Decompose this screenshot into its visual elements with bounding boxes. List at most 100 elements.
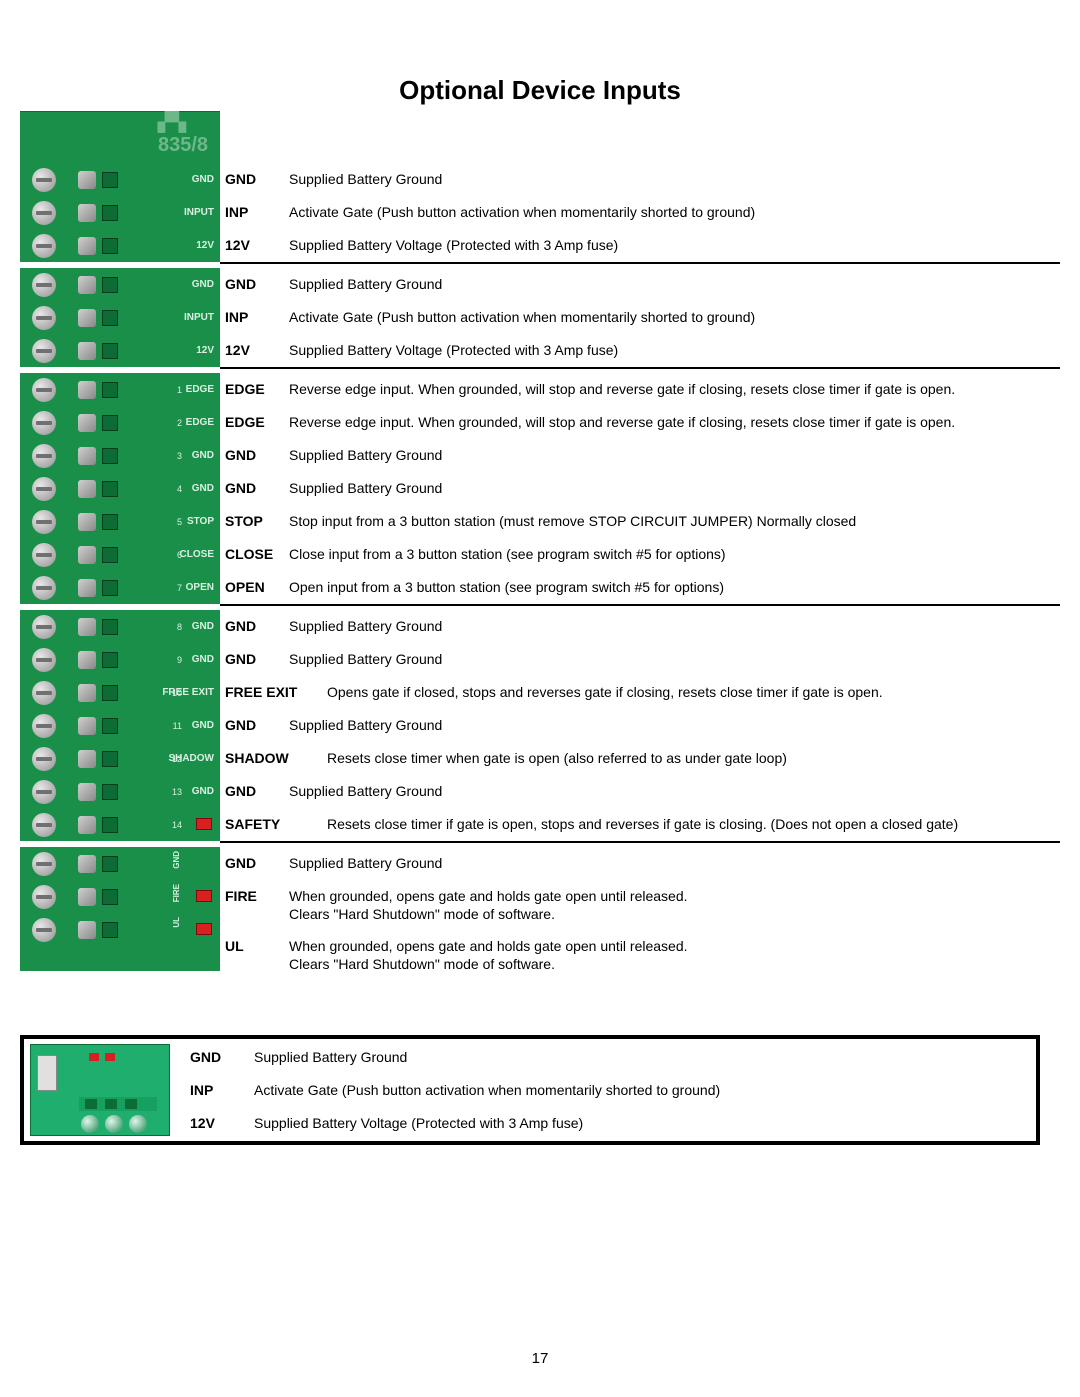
- description-row: GND Supplied Battery Ground: [225, 847, 1080, 880]
- red-jumper-icon: [196, 818, 212, 830]
- terminal-row: 3GND: [20, 439, 220, 472]
- description-row: INPActivate Gate (Push button activation…: [190, 1074, 1036, 1107]
- description-row: GNDSupplied Battery Ground: [225, 163, 1080, 196]
- pin-description: Activate Gate (Push button activation wh…: [289, 203, 755, 221]
- terminal-row: GND: [20, 847, 220, 880]
- screw-head-icon: [78, 237, 96, 255]
- screw-icon: [32, 615, 56, 639]
- pin-description: Activate Gate (Push button activation wh…: [254, 1081, 720, 1099]
- pin-label: EDGE: [225, 380, 275, 398]
- pcb-pin-label: GND: [192, 655, 214, 665]
- terminal-row: 2 EDGE: [20, 406, 220, 439]
- terminal-hole-icon: [102, 922, 118, 938]
- terminal-hole-icon: [102, 382, 118, 398]
- chip-icon: [37, 1055, 57, 1091]
- description-row: GND Supplied Battery Ground: [225, 472, 1080, 505]
- pin-description: Resets close timer if gate is open, stop…: [327, 815, 958, 833]
- pcb-pin-label: GND: [192, 622, 214, 632]
- pcb-pin-label: STOP: [187, 517, 214, 527]
- description-row: GNDSupplied Battery Ground: [190, 1041, 1036, 1074]
- description-row: 12VSupplied Battery Voltage (Protected w…: [225, 334, 1080, 367]
- screw-icon: [32, 576, 56, 600]
- description-row: FREE EXITOpens gate if closed, stops and…: [225, 676, 1080, 709]
- pin-description: Supplied Battery Ground: [254, 1048, 407, 1066]
- screw-icon: [32, 378, 56, 402]
- pin-description: Opens gate if closed, stops and reverses…: [327, 683, 883, 701]
- terminal-hole-icon: [102, 817, 118, 833]
- pin-description: Supplied Battery Ground: [289, 617, 442, 635]
- screw-head-icon: [78, 579, 96, 597]
- terminal-row: 7OPEN: [20, 571, 220, 604]
- screw-head-icon: [78, 888, 96, 906]
- terminal-hole-icon: [102, 547, 118, 563]
- terminal-hole-icon: [102, 343, 118, 359]
- pin-number: 11: [173, 721, 182, 731]
- screw-icon: [105, 1115, 123, 1133]
- pin-number: 1: [177, 385, 182, 395]
- red-jumper-icon: [89, 1053, 99, 1061]
- terminal-hole-icon: [102, 685, 118, 701]
- bottom-callout-box: GNDSupplied Battery GroundINPActivate Ga…: [20, 1035, 1040, 1145]
- pin-label: UL: [225, 937, 275, 955]
- screw-head-icon: [78, 480, 96, 498]
- screw-icon: [129, 1115, 147, 1133]
- screw-icon: [32, 306, 56, 330]
- terminal-row: 6CLOSE: [20, 538, 220, 571]
- pcb-pin-label: GND: [172, 851, 182, 869]
- terminal-row: 12SHADOW: [20, 742, 220, 775]
- pin-label: GND: [225, 854, 275, 872]
- terminal-row: 11GND: [20, 709, 220, 742]
- pcb-model-number: 835/8: [158, 134, 208, 157]
- pcb-pin-label: SHADOW: [168, 754, 214, 764]
- terminal-row: GND: [20, 268, 220, 301]
- pin-description: When grounded, opens gate and holds gate…: [289, 937, 688, 973]
- pin-label: EDGE: [225, 413, 275, 431]
- screw-icon: [32, 543, 56, 567]
- screw-head-icon: [78, 342, 96, 360]
- description-row: SHADOW Resets close timer when gate is op…: [225, 742, 1080, 775]
- pcb-pin-label: EDGE: [186, 418, 214, 428]
- description-row: CLOSEClose input from a 3 button station…: [225, 538, 1080, 571]
- bottom-screws: [81, 1115, 147, 1133]
- pin-description: Supplied Battery Ground: [289, 446, 442, 464]
- terminal-row: 8GND: [20, 610, 220, 643]
- pcb-pin-label: GND: [192, 175, 214, 185]
- pcb-pin-label: INPUT: [184, 208, 214, 218]
- screw-head-icon: [78, 414, 96, 432]
- pin-description: Supplied Battery Ground: [289, 479, 442, 497]
- description-row: UL When grounded, opens gate and holds ga…: [225, 930, 1080, 980]
- screw-head-icon: [78, 381, 96, 399]
- pin-description: Supplied Battery Ground: [289, 650, 442, 668]
- pin-number: 2: [177, 418, 182, 428]
- description-row: GNDSupplied Battery Ground: [225, 709, 1080, 742]
- screw-icon: [32, 747, 56, 771]
- terminal-row: UL: [20, 913, 220, 946]
- pin-number: 14: [172, 820, 182, 830]
- description-row: GNDSupplied Battery Ground: [225, 775, 1080, 808]
- pcb-pin-label: OPEN: [186, 583, 214, 593]
- pin-label: GND: [225, 479, 275, 497]
- pcb-logo: ▞▚: [158, 112, 186, 133]
- pin-description: Resets close timer when gate is open (al…: [327, 749, 787, 767]
- screw-icon: [32, 477, 56, 501]
- pin-description: Supplied Battery Voltage (Protected with…: [254, 1114, 583, 1132]
- pin-number: 5: [177, 517, 182, 527]
- description-row: 12VSupplied Battery Voltage (Protected w…: [190, 1107, 1036, 1140]
- red-jumper-icon: [105, 1053, 115, 1061]
- description-section: GNDSupplied Battery GroundINPActivate Ga…: [225, 163, 1080, 262]
- pin-number: 3: [177, 451, 182, 461]
- pin-description: Supplied Battery Ground: [289, 716, 442, 734]
- pcb-pin-label: CLOSE: [180, 550, 214, 560]
- pin-description: Supplied Battery Ground: [289, 854, 442, 872]
- pcb-pin-label: GND: [192, 787, 214, 797]
- pin-label: FIRE: [225, 887, 275, 905]
- terminal-hole-icon: [102, 784, 118, 800]
- description-row: 12VSupplied Battery Voltage (Protected w…: [225, 229, 1080, 262]
- pcb-pin-label: UL: [172, 917, 182, 928]
- pcb-terminal-block: 1EDGE2EDGE3GND4GND5STOP6CLOSE7OPEN: [20, 373, 220, 604]
- terminal-row: 13GND: [20, 775, 220, 808]
- terminal-row: 12V: [20, 229, 220, 262]
- pin-label: SHADOW: [225, 749, 313, 767]
- screw-icon: [32, 201, 56, 225]
- screw-icon: [32, 234, 56, 258]
